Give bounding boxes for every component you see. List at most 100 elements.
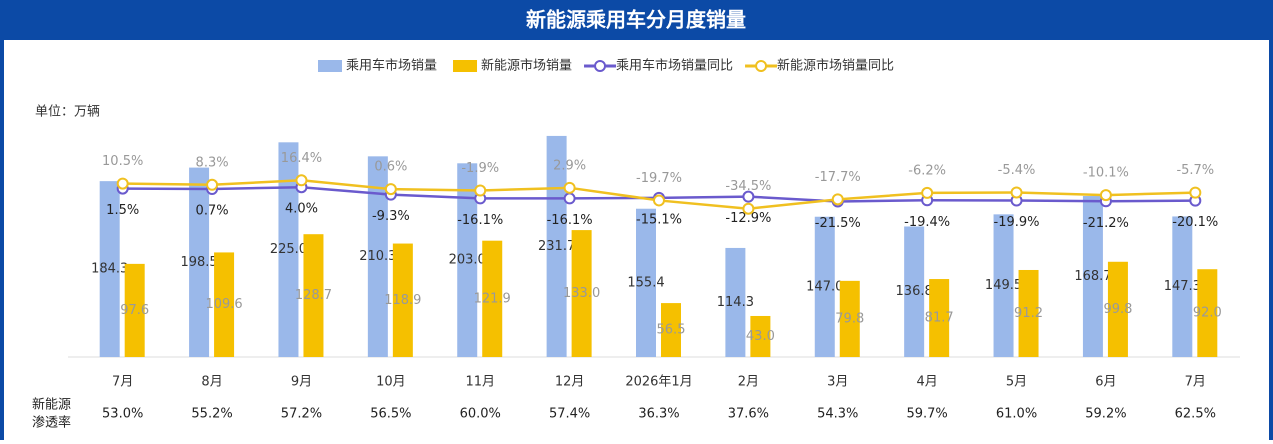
bar bbox=[571, 230, 592, 357]
penetration-value: 59.2% bbox=[1085, 407, 1126, 422]
bar bbox=[929, 279, 950, 357]
bar-value-label: 114.3 bbox=[717, 295, 754, 310]
line-marker bbox=[1099, 189, 1112, 202]
penetration-value: 54.3% bbox=[817, 407, 858, 422]
bar-value-label: 149.5 bbox=[985, 278, 1022, 293]
line-value-label: -34.5% bbox=[725, 179, 771, 194]
bar-value-label: 133.0 bbox=[563, 286, 600, 301]
legend-label: 新能源市场销量 bbox=[481, 58, 572, 74]
legend-swatch bbox=[318, 60, 342, 72]
bar bbox=[1107, 261, 1128, 357]
bar-value-label: 56.5 bbox=[657, 323, 686, 338]
penetration-value: 57.4% bbox=[549, 407, 590, 422]
bar-value-label: 91.2 bbox=[1014, 306, 1043, 321]
legend-swatch bbox=[755, 60, 768, 72]
line-marker bbox=[921, 186, 934, 199]
line-value-label: -5.7% bbox=[1176, 163, 1214, 178]
bar bbox=[661, 303, 681, 357]
penetration-value: 37.6% bbox=[728, 407, 769, 422]
x-tick-label: 6月 bbox=[1095, 375, 1116, 390]
x-tick-label: 7月 bbox=[112, 375, 133, 390]
line-value-label: 0.6% bbox=[374, 160, 407, 175]
bar bbox=[1018, 269, 1039, 357]
line-value-label: -9.3% bbox=[372, 209, 410, 224]
line-value-label: -19.9% bbox=[994, 215, 1040, 230]
line-value-label: 0.7% bbox=[196, 204, 229, 219]
x-tick-label: 5月 bbox=[1006, 375, 1027, 390]
line-value-label: -6.2% bbox=[908, 163, 946, 178]
row-label: 渗透率 bbox=[32, 415, 71, 431]
line-value-label: -5.4% bbox=[998, 163, 1036, 178]
bar bbox=[99, 181, 120, 357]
line-value-label: -21.2% bbox=[1083, 216, 1129, 231]
bar bbox=[303, 234, 324, 357]
penetration-value: 61.0% bbox=[996, 407, 1037, 422]
penetration-value: 57.2% bbox=[281, 407, 322, 422]
penetration-value: 55.2% bbox=[191, 407, 232, 422]
bar-value-label: 168.7 bbox=[1074, 269, 1111, 284]
bar-value-label: 118.9 bbox=[384, 293, 421, 308]
line-value-label: -17.7% bbox=[815, 170, 861, 185]
title-bar bbox=[0, 0, 1273, 40]
bar-value-label: 225.0 bbox=[270, 242, 307, 257]
line-value-label: 8.3% bbox=[196, 155, 229, 170]
line-marker bbox=[563, 192, 576, 205]
line-value-label: -10.1% bbox=[1083, 166, 1129, 181]
bar bbox=[1172, 216, 1193, 357]
bar-value-label: 155.4 bbox=[627, 275, 664, 290]
x-tick-label: 7月 bbox=[1185, 375, 1206, 390]
penetration-value: 56.5% bbox=[370, 407, 411, 422]
line-value-label: -21.5% bbox=[815, 216, 861, 231]
line-value-label: 1.5% bbox=[106, 203, 139, 218]
line-value-label: -16.1% bbox=[547, 213, 593, 228]
line-value-label: -16.1% bbox=[457, 213, 503, 228]
penetration-value: 53.0% bbox=[102, 407, 143, 422]
bar bbox=[189, 167, 210, 357]
line-value-label: -19.7% bbox=[636, 171, 682, 186]
x-tick-label: 12月 bbox=[555, 375, 585, 390]
line-marker bbox=[206, 178, 219, 191]
line-marker bbox=[653, 194, 665, 207]
line-value-label: -15.1% bbox=[636, 212, 682, 227]
line-marker bbox=[563, 181, 576, 194]
legend-label: 乘用车市场销量 bbox=[346, 58, 437, 74]
bar bbox=[367, 156, 388, 357]
bar-value-label: 184.3 bbox=[91, 262, 128, 277]
penetration-value: 60.0% bbox=[460, 407, 501, 422]
bar bbox=[482, 240, 503, 357]
legend-swatch bbox=[453, 60, 478, 72]
legend-label: 乘用车市场销量同比 bbox=[616, 58, 733, 74]
x-tick-label: 2月 bbox=[738, 375, 759, 390]
chart-title: 新能源乘用车分月度销量 bbox=[526, 8, 746, 32]
bar bbox=[904, 226, 925, 357]
line-marker bbox=[295, 174, 308, 187]
line-value-label: -19.4% bbox=[904, 215, 950, 230]
x-tick-label: 8月 bbox=[201, 375, 222, 390]
x-tick-label: 9月 bbox=[291, 375, 312, 390]
bar bbox=[278, 142, 299, 357]
bar bbox=[636, 208, 656, 357]
legend-swatch bbox=[594, 60, 607, 72]
legend-label: 新能源市场销量同比 bbox=[777, 58, 894, 74]
penetration-value: 59.7% bbox=[906, 407, 947, 422]
bar bbox=[1197, 269, 1218, 357]
line-marker bbox=[742, 202, 755, 215]
bar-value-label: 147.3 bbox=[1164, 279, 1201, 294]
line-value-label: 4.0% bbox=[285, 202, 318, 217]
penetration-value: 36.3% bbox=[638, 407, 679, 422]
x-tick-label: 10月 bbox=[376, 375, 406, 390]
bar bbox=[725, 247, 746, 357]
row-label: 新能源 bbox=[32, 397, 71, 413]
bar-value-label: 81.7 bbox=[925, 311, 954, 326]
bar bbox=[392, 243, 413, 357]
bar-value-label: 136.8 bbox=[896, 284, 933, 299]
line-value-label: -20.1% bbox=[1172, 215, 1218, 230]
x-tick-label: 3月 bbox=[827, 375, 848, 390]
line-marker bbox=[1189, 186, 1202, 199]
bar bbox=[214, 252, 235, 357]
bar-value-label: 43.0 bbox=[746, 329, 775, 344]
x-tick-label: 2026年1月 bbox=[625, 375, 692, 390]
line-marker bbox=[116, 177, 129, 190]
bar-value-label: 231.7 bbox=[538, 239, 575, 254]
